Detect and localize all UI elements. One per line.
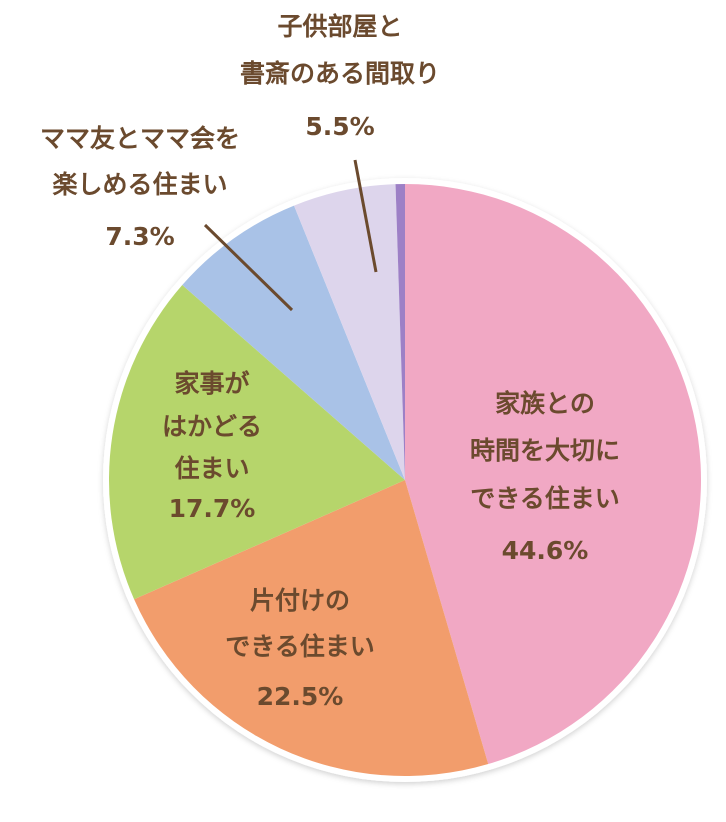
value-label: 44.6% (502, 536, 589, 565)
slice-label: 家事が (174, 369, 249, 398)
pie-slice (405, 184, 701, 765)
pie-slice (108, 285, 405, 600)
slice-label: できる住まい (470, 484, 620, 513)
value-label: 22.5% (257, 682, 344, 711)
leader-line (203, 223, 294, 312)
slice-label: 住まい (174, 454, 249, 483)
slice-label: 子供部屋と (277, 12, 402, 41)
pie-slice (294, 184, 405, 480)
slice-label: 楽しめる住まい (52, 170, 227, 199)
slice-label: 時間を大切に (470, 436, 620, 465)
value-label: 17.7% (169, 494, 256, 523)
slice-label: はかどる (162, 412, 262, 441)
slice-label: ママ友とママ会を (40, 124, 240, 153)
pie-slice (134, 480, 489, 776)
slice-label: できる住まい (225, 632, 375, 661)
pie-slice (182, 205, 405, 480)
value-label: 7.3% (105, 222, 174, 251)
leader-line (353, 159, 378, 273)
slice-label: 家族との (495, 389, 595, 418)
value-label: 5.5% (305, 112, 374, 141)
slice-label: 書斎のある間取り (240, 59, 440, 88)
slice-label: 片付けの (250, 586, 350, 615)
pie-slice (395, 184, 405, 480)
